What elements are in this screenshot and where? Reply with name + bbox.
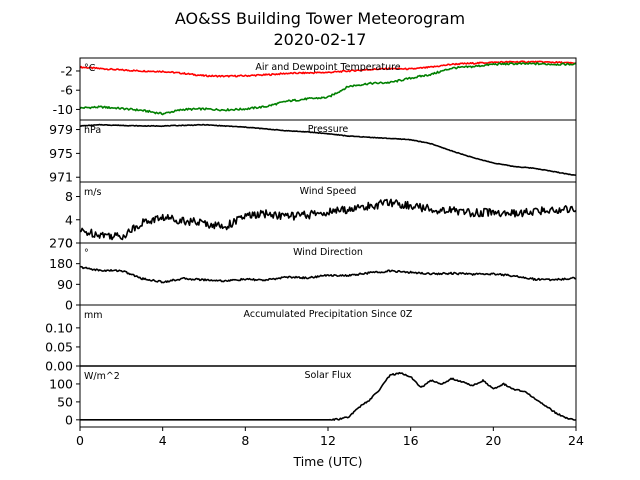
x-axis: 0 4 8 12 16 20 24 — [76, 427, 584, 448]
panel-title: Solar Flux — [305, 370, 352, 381]
y-tick-label: 270 — [49, 236, 73, 251]
series-line-wind-direction-line — [80, 265, 576, 284]
panel-title: Accumulated Precipitation Since 0Z — [244, 309, 413, 320]
panel-solar-flux: 0 50 100 W/m^2 Solar Flux — [49, 365, 577, 428]
y-tick-label: 100 — [49, 376, 73, 391]
x-tick-label: 20 — [485, 433, 501, 448]
panel-wind-speed: 0 4 8 m/s Wind Speed — [65, 181, 577, 251]
panel-title: Air and Dewpoint Temperature — [255, 62, 400, 73]
y-tick-label: 971 — [49, 170, 73, 185]
y-tick-label: 90 — [57, 277, 73, 292]
x-tick-label: 12 — [320, 433, 336, 448]
x-tick-label: 24 — [568, 433, 584, 448]
panel-wind-direction: 0 90 180 270 ° Wind Direction — [49, 236, 577, 313]
series-line-temperature-air — [79, 60, 577, 78]
x-tick-label: 16 — [403, 433, 419, 448]
y-tick-label: 8 — [65, 189, 73, 204]
x-tick-label: 8 — [241, 433, 249, 448]
panel-unit-label: m/s — [84, 187, 101, 198]
panel-unit-label: °C — [84, 63, 96, 74]
y-tick-label: 979 — [49, 122, 73, 137]
y-tick-label: 975 — [49, 146, 73, 161]
y-tick-label: 0.10 — [45, 320, 73, 335]
panel-temperature: -2 -6 -10 °C Air and Dewpoint Temperature — [53, 57, 577, 121]
y-tick-label: 0 — [65, 236, 73, 251]
series-line-solar-flux-line — [80, 371, 577, 421]
y-tick-label: 0 — [65, 298, 73, 313]
series-line-wind-speed-line — [79, 198, 577, 241]
x-tick-label: 4 — [159, 433, 167, 448]
series-line-temperature-dew — [79, 61, 577, 116]
panel-title: Wind Speed — [300, 186, 357, 197]
panel-unit-label: mm — [84, 310, 103, 321]
y-tick-label: 0.00 — [45, 359, 73, 374]
x-tick-label: 0 — [76, 433, 84, 448]
x-axis-label: Time (UTC) — [292, 454, 362, 469]
figure-title-line2: 2020-02-17 — [274, 30, 367, 49]
y-tick-label: 4 — [65, 212, 73, 227]
y-tick-label: -2 — [61, 63, 73, 78]
panel-title: Wind Direction — [293, 247, 363, 258]
panel-unit-label: ° — [84, 248, 89, 259]
figure-title-line1: AO&SS Building Tower Meteorogram — [175, 9, 465, 28]
series-line-pressure-line — [79, 123, 577, 176]
y-tick-label: 0.05 — [45, 339, 73, 354]
y-tick-label: -10 — [53, 102, 73, 117]
y-tick-label: -6 — [61, 83, 74, 98]
y-tick-label: 180 — [49, 256, 73, 271]
panel-pressure: 979 975 971 hPa Pressure — [49, 119, 577, 185]
panel-unit-label: W/m^2 — [84, 371, 120, 382]
panel-title: Pressure — [308, 124, 349, 135]
y-tick-label: 0 — [65, 412, 73, 427]
y-tick-label: 50 — [57, 394, 73, 409]
panel-unit-label: hPa — [84, 125, 101, 136]
panels: -2 -6 -10 °C Air and Dewpoint Temperature 979… — [45, 57, 577, 428]
